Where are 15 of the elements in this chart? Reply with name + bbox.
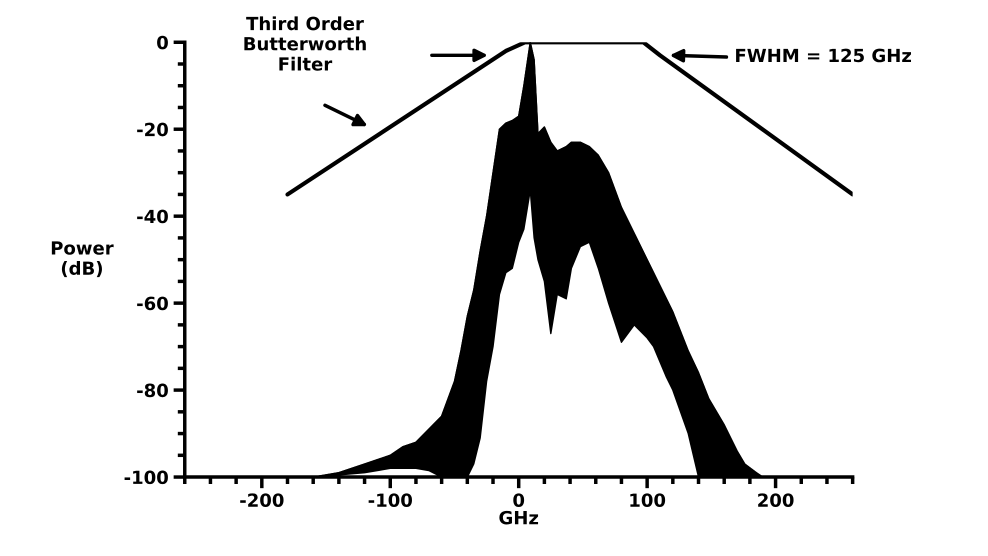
- x-tick-label: 100: [630, 493, 666, 507]
- y-axis-title: Power (dB): [52, 241, 114, 278]
- x-tick-label: -100: [368, 493, 412, 507]
- y-tick-label: 0: [157, 36, 168, 50]
- y-tick-label: -20: [137, 122, 168, 136]
- y-tick-label: -80: [137, 384, 168, 398]
- y-tick-label: -40: [137, 210, 168, 224]
- y-tick-label: -100: [124, 470, 168, 484]
- x-tick-label: -200: [240, 493, 284, 507]
- x-axis-title: GHz: [499, 510, 538, 524]
- y-tick-label: -60: [137, 296, 168, 310]
- x-tick-label: 200: [758, 493, 794, 507]
- annotation: Third Order Butterworth Filter: [244, 16, 366, 71]
- x-tick-label: 0: [513, 493, 524, 507]
- annotation: FWHM = 125 GHz: [736, 48, 912, 62]
